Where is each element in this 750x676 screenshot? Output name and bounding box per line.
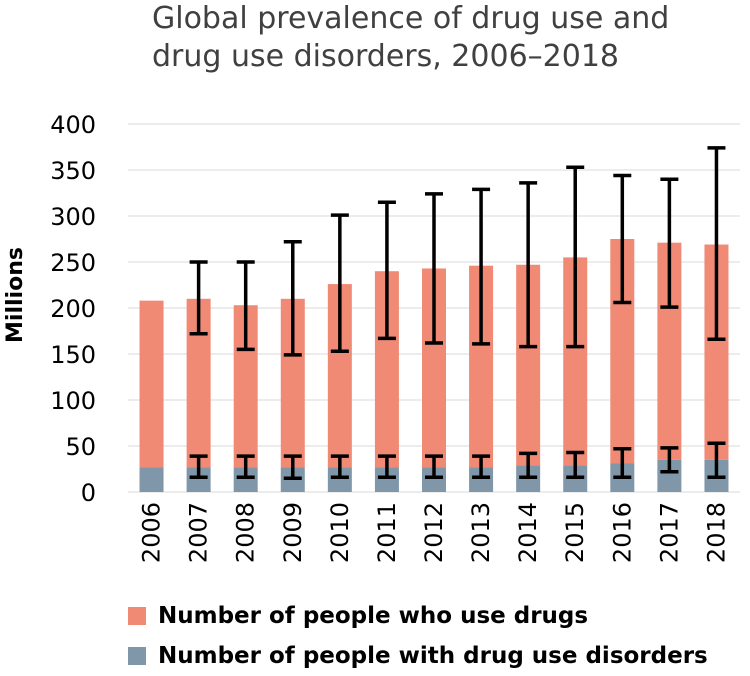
x-tick-label: 2017	[655, 502, 683, 563]
error-bar-drug-use-disorders	[660, 446, 679, 474]
x-tick-label: 2009	[279, 502, 307, 563]
x-tick-label: 2011	[373, 502, 401, 563]
y-tick-label: 300	[50, 203, 96, 231]
error-bar-drug-use-disorders	[425, 454, 443, 480]
error-bar-drug-users	[377, 200, 396, 341]
y-tick-label: 400	[50, 111, 96, 139]
error-bar-drug-users	[660, 177, 679, 309]
error-bar-drug-use-disorders	[566, 450, 585, 480]
x-tick-label: 2018	[702, 502, 730, 563]
x-tick-label: 2010	[326, 502, 354, 563]
error-bar-drug-users	[613, 173, 632, 305]
error-bar-drug-use-disorders	[377, 454, 396, 480]
error-bar-drug-users	[519, 181, 538, 349]
x-tick-label: 2014	[514, 502, 542, 563]
error-bar-drug-use-disorders	[283, 454, 302, 480]
y-tick-label: 200	[50, 295, 96, 323]
error-bar-drug-users	[236, 260, 255, 352]
bar-drug-use-disorders	[139, 467, 164, 492]
error-bar-drug-use-disorders	[613, 447, 632, 480]
error-bar-drug-use-disorders	[707, 441, 726, 480]
error-bar-drug-users	[283, 240, 302, 357]
y-tick-label: 250	[50, 249, 96, 277]
error-bar-drug-users	[330, 213, 349, 353]
error-bars	[189, 146, 726, 480]
chart-title: Global prevalence of drug use and drug u…	[152, 1, 669, 74]
y-axis-ticks: 0 50 100 150 200 250 300 350 400	[50, 111, 96, 507]
y-tick-label: 100	[50, 387, 96, 415]
chart-title-line-1: Global prevalence of drug use and	[152, 1, 669, 36]
error-bar-drug-users	[707, 146, 726, 342]
legend-label-drug-users: Number of people who use drugs	[158, 603, 589, 629]
x-tick-label: 2012	[420, 502, 448, 563]
legend-item-drug-use-disorders: Number of people with drug use disorders	[128, 636, 708, 676]
error-bar-drug-users	[472, 187, 491, 346]
y-tick-label: 350	[50, 157, 96, 185]
y-tick-label: 50	[65, 433, 96, 461]
x-tick-label: 2016	[608, 502, 636, 563]
x-tick-label: 2013	[467, 502, 495, 563]
legend-label-drug-use-disorders: Number of people with drug use disorders	[158, 643, 708, 669]
error-bar-drug-users	[566, 165, 585, 349]
x-tick-label: 2008	[232, 502, 260, 563]
x-tick-label: 2015	[561, 502, 589, 563]
legend-swatch-drug-users	[128, 607, 146, 625]
bar-drug-users	[139, 300, 164, 468]
chart-title-line-2: drug use disorders, 2006–2018	[152, 39, 619, 74]
error-bar-drug-use-disorders	[236, 454, 255, 480]
y-tick-label: 150	[50, 341, 96, 369]
x-axis-ticks: 2006 2007 2008 2009 2010 2011 2012 2013 2014 2015…	[138, 502, 731, 563]
error-bar-drug-users	[425, 192, 443, 345]
error-bar-drug-use-disorders	[330, 454, 349, 480]
error-bar-drug-use-disorders	[189, 454, 208, 480]
x-tick-label: 2007	[185, 502, 213, 563]
error-bar-drug-users	[189, 260, 208, 336]
error-bar-drug-use-disorders	[472, 454, 491, 480]
legend: Number of people who use drugs Number of…	[128, 596, 708, 676]
error-bar-drug-use-disorders	[519, 451, 538, 480]
legend-item-drug-users: Number of people who use drugs	[128, 596, 708, 636]
y-tick-label: 0	[81, 479, 96, 507]
x-tick-label: 2006	[138, 502, 166, 563]
y-axis-label: Millions	[3, 247, 28, 343]
legend-swatch-drug-use-disorders	[128, 647, 146, 665]
